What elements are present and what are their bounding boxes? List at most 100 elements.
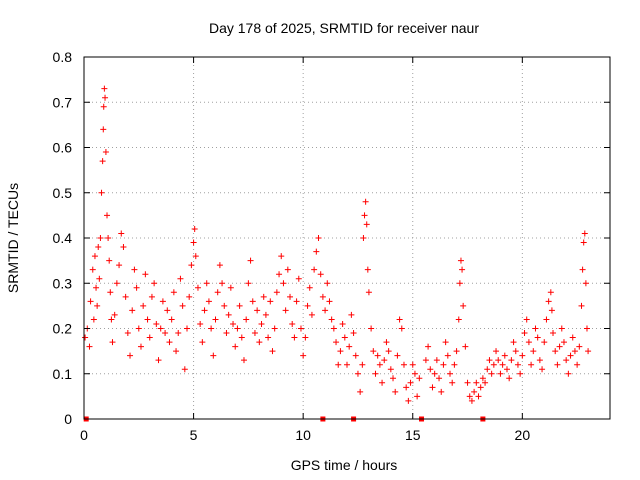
data-point — [245, 280, 252, 287]
data-point — [87, 298, 94, 305]
data-point — [497, 370, 504, 377]
data-point — [300, 352, 307, 359]
y-tick-label: 0.3 — [53, 275, 73, 291]
data-point — [234, 325, 241, 332]
data-point — [105, 235, 112, 241]
data-point — [287, 293, 294, 300]
data-point — [184, 325, 191, 332]
data-point — [374, 352, 381, 359]
data-point — [199, 339, 206, 346]
data-points — [82, 85, 592, 422]
data-point — [376, 361, 383, 368]
data-point — [534, 334, 541, 341]
data-point — [280, 280, 287, 287]
data-point — [360, 235, 367, 241]
chart-title: Day 178 of 2025, SRMTID for receiver nau… — [209, 20, 479, 36]
data-point — [89, 266, 96, 273]
data-point — [214, 289, 221, 296]
data-point — [100, 103, 107, 110]
data-point — [530, 348, 537, 355]
y-tick-label: 0 — [64, 411, 72, 427]
data-point — [523, 316, 530, 323]
data-point — [260, 293, 267, 300]
data-point — [579, 266, 586, 273]
data-point — [140, 302, 147, 309]
x-tick-label: 15 — [405, 427, 421, 443]
data-point — [545, 298, 552, 305]
data-point — [230, 320, 237, 327]
data-point — [219, 280, 226, 287]
data-point — [512, 348, 519, 355]
data-point — [337, 348, 344, 355]
y-axis-label: SRMTID / TECUs — [5, 183, 21, 293]
data-point — [191, 225, 198, 232]
data-point — [357, 388, 364, 395]
data-point — [330, 325, 337, 332]
data-point — [109, 339, 116, 346]
data-point — [528, 361, 535, 368]
data-point — [326, 298, 333, 305]
data-point — [521, 330, 528, 337]
data-point — [414, 393, 421, 400]
data-point — [468, 397, 475, 404]
data-point — [295, 275, 302, 282]
data-point — [569, 334, 576, 341]
y-axis-ticks: 0 0.1 0.2 0.3 0.4 0.5 0.6 0.7 0.8 — [53, 49, 610, 427]
data-point — [482, 379, 489, 386]
data-point — [96, 275, 103, 282]
data-point — [181, 366, 188, 373]
x-tick-label: 5 — [190, 427, 198, 443]
data-point — [383, 339, 390, 346]
data-point — [390, 375, 397, 382]
data-point — [427, 366, 434, 373]
data-point — [293, 298, 300, 305]
x-tick-label: 10 — [295, 427, 311, 443]
data-point — [124, 330, 131, 337]
data-point — [464, 379, 471, 386]
data-point — [563, 357, 570, 364]
data-point — [322, 307, 329, 314]
data-point — [251, 330, 258, 337]
data-point — [477, 384, 484, 391]
data-point — [433, 357, 440, 364]
data-point — [256, 339, 263, 346]
data-point — [554, 361, 561, 368]
data-point — [94, 302, 101, 309]
data-point — [567, 352, 574, 359]
data-point — [368, 325, 375, 332]
data-point — [131, 266, 138, 273]
data-point — [365, 289, 372, 296]
data-point — [394, 352, 401, 359]
grid-lines — [84, 57, 610, 419]
data-point — [192, 253, 199, 260]
data-point — [519, 352, 526, 359]
data-point — [135, 325, 142, 332]
data-point — [271, 325, 278, 332]
data-point — [475, 393, 482, 400]
data-point — [324, 280, 331, 287]
data-point — [216, 262, 223, 269]
data-point — [317, 271, 324, 278]
data-point — [302, 334, 309, 341]
data-point — [510, 339, 517, 346]
y-tick-label: 0.1 — [53, 366, 73, 382]
data-point — [203, 280, 210, 287]
data-point — [514, 361, 521, 368]
data-point — [210, 352, 217, 359]
data-point — [429, 384, 436, 391]
x-tick-label: 20 — [515, 427, 531, 443]
data-point — [350, 330, 357, 337]
data-point — [506, 375, 513, 382]
data-point — [137, 343, 144, 350]
data-point — [223, 330, 230, 337]
data-point — [556, 343, 563, 350]
data-point — [396, 316, 403, 323]
data-point — [344, 361, 350, 368]
data-point — [188, 262, 195, 269]
data-point — [335, 361, 342, 368]
data-point — [232, 343, 239, 350]
data-point — [361, 212, 368, 219]
data-point — [225, 311, 232, 318]
data-point — [249, 298, 256, 305]
data-point — [262, 311, 269, 318]
